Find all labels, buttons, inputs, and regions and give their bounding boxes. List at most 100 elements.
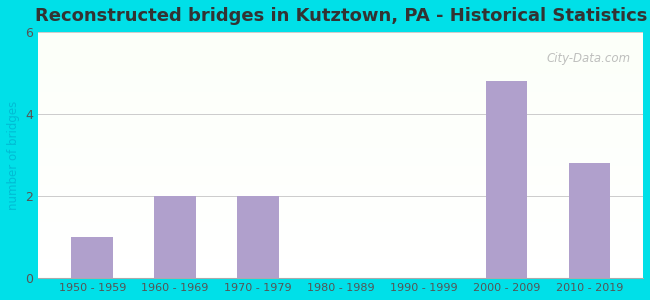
Bar — [38, 178, 643, 180]
Bar — [38, 250, 643, 251]
Bar — [38, 200, 643, 201]
Bar — [38, 182, 643, 183]
Text: City-Data.com: City-Data.com — [547, 52, 631, 65]
Bar — [38, 276, 643, 277]
Bar — [38, 129, 643, 130]
Bar — [38, 143, 643, 144]
Bar — [38, 231, 643, 233]
Bar — [38, 263, 643, 265]
Bar — [38, 70, 643, 71]
Bar — [38, 254, 643, 255]
Bar — [38, 107, 643, 108]
Bar — [38, 127, 643, 128]
Bar — [154, 196, 196, 278]
Bar — [38, 161, 643, 163]
Bar — [38, 140, 643, 142]
Bar — [38, 65, 643, 67]
Bar — [38, 100, 643, 101]
Bar — [38, 188, 643, 190]
Bar — [38, 239, 643, 240]
Bar — [38, 67, 643, 68]
Bar — [38, 165, 643, 166]
Bar — [38, 226, 643, 228]
Bar — [38, 167, 643, 169]
Bar — [38, 230, 643, 231]
Bar — [38, 59, 643, 60]
Bar — [38, 181, 643, 182]
Bar — [38, 229, 643, 230]
Bar — [38, 220, 643, 222]
Bar — [38, 34, 643, 36]
Bar — [38, 219, 643, 220]
Bar — [38, 158, 643, 159]
Bar — [38, 86, 643, 87]
Bar — [38, 133, 643, 134]
Bar — [569, 163, 610, 278]
Bar — [38, 238, 643, 239]
Bar — [38, 272, 643, 273]
Bar — [38, 63, 643, 64]
Bar — [38, 186, 643, 187]
Bar — [38, 203, 643, 204]
Bar — [38, 270, 643, 271]
Bar — [38, 175, 643, 176]
Bar — [38, 215, 643, 217]
Bar — [38, 115, 643, 116]
Bar — [38, 194, 643, 196]
Bar — [38, 197, 643, 198]
Bar — [38, 98, 643, 100]
Bar — [38, 244, 643, 245]
Bar — [38, 106, 643, 107]
Bar — [38, 132, 643, 133]
Bar — [38, 135, 643, 137]
Bar — [38, 91, 643, 92]
Bar — [38, 213, 643, 214]
Bar — [38, 164, 643, 165]
Bar — [38, 266, 643, 267]
Bar — [38, 202, 643, 203]
Bar — [38, 146, 643, 148]
Bar — [38, 159, 643, 160]
Bar — [38, 163, 643, 164]
Bar — [38, 259, 643, 260]
Bar — [38, 102, 643, 104]
Bar — [38, 185, 643, 186]
Bar — [38, 89, 643, 90]
Bar — [38, 246, 643, 247]
Bar — [38, 233, 643, 234]
Bar — [38, 97, 643, 98]
Bar — [38, 122, 643, 123]
Bar — [38, 198, 643, 200]
Bar — [38, 74, 643, 75]
Bar — [38, 44, 643, 46]
Bar — [38, 53, 643, 54]
Bar — [38, 235, 643, 236]
Bar — [38, 103, 643, 105]
Bar — [38, 155, 643, 156]
Bar — [38, 68, 643, 69]
Bar — [38, 41, 643, 42]
Bar — [38, 87, 643, 89]
Bar — [38, 80, 643, 81]
Bar — [38, 142, 643, 143]
Bar — [38, 138, 643, 139]
Bar — [38, 108, 643, 110]
Bar — [38, 48, 643, 49]
Bar — [38, 128, 643, 129]
Bar — [38, 265, 643, 266]
Bar — [38, 139, 643, 140]
Bar — [38, 192, 643, 193]
Bar — [38, 156, 643, 158]
Bar — [38, 85, 643, 86]
Bar — [38, 171, 643, 172]
Bar — [38, 187, 643, 188]
Bar — [38, 121, 643, 122]
Bar — [38, 37, 643, 38]
Bar — [38, 169, 643, 170]
Bar — [38, 116, 643, 117]
Bar — [38, 110, 643, 111]
Bar — [38, 113, 643, 115]
Bar — [38, 144, 643, 145]
Bar — [38, 225, 643, 226]
Bar — [38, 76, 643, 78]
